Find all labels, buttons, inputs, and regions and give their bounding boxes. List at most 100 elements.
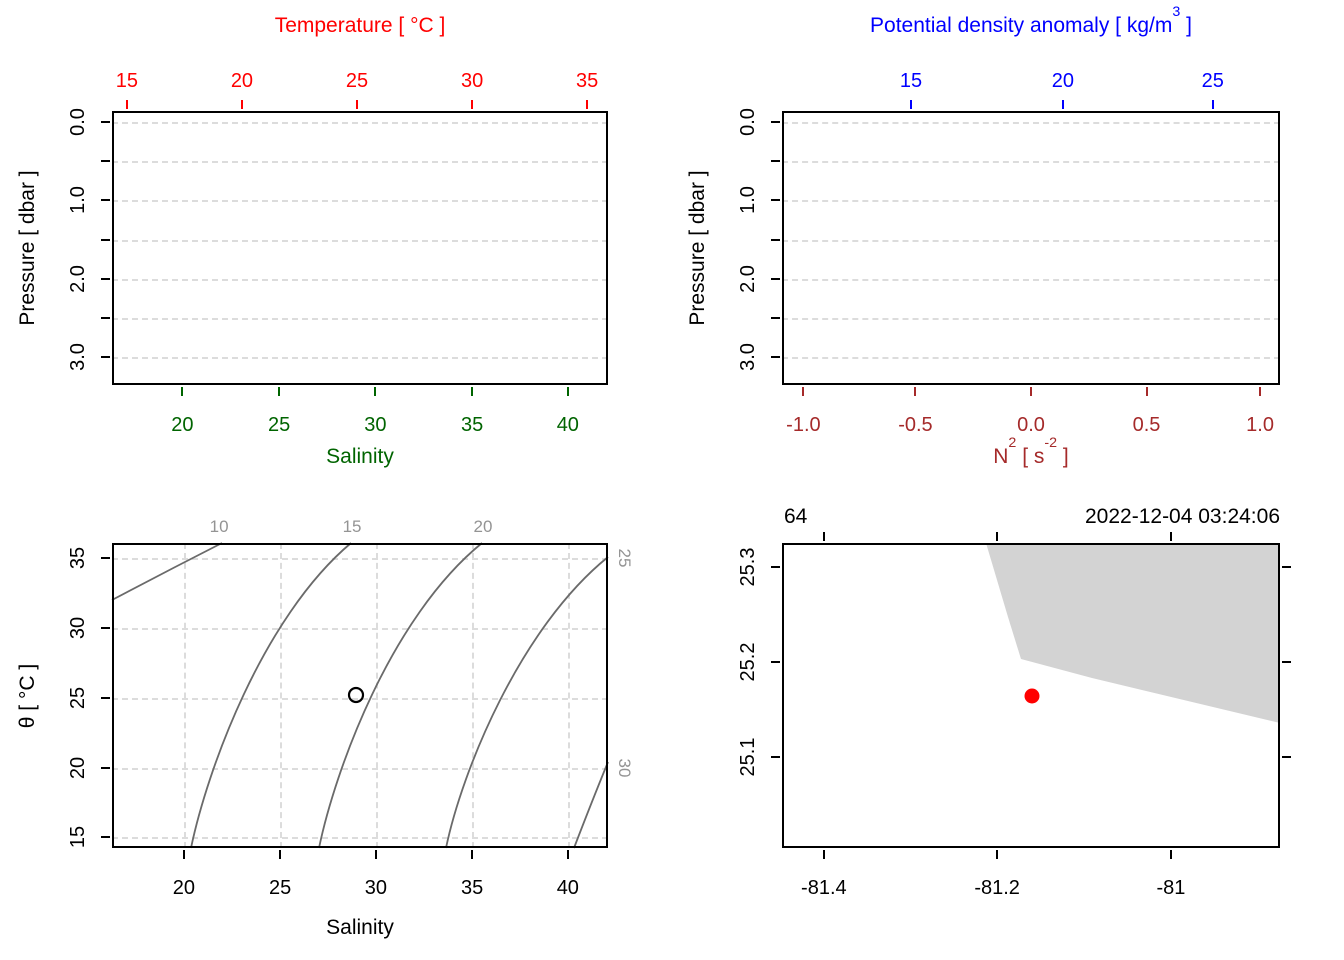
gridline <box>782 160 1280 163</box>
tick-mark <box>771 316 780 319</box>
isopycnal-contour-20 <box>318 542 483 849</box>
tick-mark <box>101 159 110 162</box>
tick-label: -81 <box>1156 877 1186 899</box>
tick-label: 15 <box>899 70 923 92</box>
map-timestamp-title: 2022-12-04 03:24:06 <box>1085 505 1280 528</box>
gridline <box>112 200 608 203</box>
isopycnal-contour-15 <box>190 542 352 849</box>
isopycnal-label-10: 10 <box>209 517 229 536</box>
tick-mark <box>101 836 110 839</box>
tick-label: 25 <box>1201 70 1224 92</box>
tick-mark <box>182 850 185 859</box>
temperature-axis-title: Temperature [ °C ] <box>274 14 446 37</box>
tick-label: 15 <box>115 70 138 92</box>
tick-mark <box>1282 756 1291 759</box>
n2-title-superscript2: -2 <box>1044 435 1058 452</box>
gridline <box>112 121 608 124</box>
tick-mark <box>771 660 780 663</box>
tick-label: 3.0 <box>67 343 89 371</box>
tick-label: 1.0 <box>1246 414 1274 436</box>
tick-mark <box>914 387 917 396</box>
isopycnal-contour-25 <box>445 556 609 849</box>
tick-label: 40 <box>556 877 579 899</box>
panel-station-map: 64 2022-12-04 03:24:06 -81.4 -81.2 -81 25.3… <box>737 506 1291 899</box>
n2-title-suffix: ] <box>1057 445 1069 468</box>
gridline <box>183 543 186 848</box>
tick-label: -0.5 <box>898 414 933 436</box>
tick-mark <box>1061 100 1064 109</box>
salinity-axis-title: Salinity <box>326 916 394 939</box>
tick-label: 1.0 <box>737 186 759 214</box>
tick-mark <box>822 532 825 541</box>
gridline <box>112 768 608 771</box>
gridline <box>782 357 1280 360</box>
gridline <box>112 317 608 320</box>
salinity-axis-title: Salinity <box>326 445 394 468</box>
tick-label: -1.0 <box>786 414 821 436</box>
plot-frame <box>112 543 608 848</box>
tick-mark <box>181 387 184 396</box>
gridline <box>782 278 1280 281</box>
tick-mark <box>471 850 474 859</box>
tick-mark <box>279 850 282 859</box>
tick-mark <box>586 100 589 109</box>
gridline <box>112 240 608 243</box>
tick-label: 15 <box>67 825 89 849</box>
tick-label: 30 <box>364 877 387 899</box>
tick-mark <box>566 387 569 396</box>
tick-mark <box>566 850 569 859</box>
tick-mark <box>1259 387 1262 396</box>
tick-label: 20 <box>1051 70 1074 92</box>
tick-mark <box>101 316 110 319</box>
density-title-text: Potential density anomaly [ kg/m <box>870 14 1173 37</box>
tick-label: 35 <box>576 70 599 92</box>
tick-label: 30 <box>364 414 387 436</box>
tick-label: 30 <box>460 70 484 92</box>
tick-mark <box>101 356 110 359</box>
tick-mark <box>1211 100 1214 109</box>
isopycnal-label-30: 30 <box>615 758 634 778</box>
tick-mark <box>909 100 912 109</box>
tick-mark <box>996 850 999 859</box>
tick-mark <box>771 159 780 162</box>
density-axis-title: Potential density anomaly [ kg/m3 ] <box>782 5 1280 38</box>
tick-mark <box>471 387 474 396</box>
gridline <box>782 240 1280 243</box>
land-polygon <box>986 543 1280 723</box>
ts-overlay <box>111 542 609 849</box>
n2-title-text: N <box>993 445 1009 468</box>
tick-label: 25.3 <box>737 547 759 587</box>
gridline <box>112 357 608 360</box>
n2-axis-title: N2 [ s-2 ] <box>782 436 1280 469</box>
ts-sample-point <box>347 686 365 704</box>
isopycnal-label-20: 20 <box>473 517 493 536</box>
tick-label: 0.0 <box>67 108 89 136</box>
tick-label: 25 <box>345 70 369 92</box>
tick-mark <box>771 566 780 569</box>
tick-label: 25 <box>67 686 89 710</box>
tick-label: 35 <box>460 414 484 436</box>
pressure-axis-title: Pressure [ dbar ] <box>16 170 39 326</box>
tick-mark <box>374 387 377 396</box>
tick-mark <box>471 100 474 109</box>
tick-label: 20 <box>172 877 196 899</box>
tick-mark <box>1145 387 1148 396</box>
tick-label: 0.0 <box>1017 414 1045 436</box>
gridline <box>782 121 1280 124</box>
tick-label: 0.0 <box>737 108 759 136</box>
tick-mark <box>1282 660 1291 663</box>
pressure-axis-title: Pressure [ dbar ] <box>686 170 709 326</box>
gridline <box>112 628 608 631</box>
map-overlay <box>986 543 1280 723</box>
panel-profile-temperature-salinity: Temperature [ °C ] Salinity Pressure [ d… <box>16 14 608 468</box>
tick-label: -81.4 <box>801 877 847 899</box>
theta-axis-title: θ [ °C ] <box>16 663 39 728</box>
tick-mark <box>240 100 243 109</box>
gridline <box>782 317 1280 320</box>
n2-title-text2: [ s <box>1016 445 1045 468</box>
isopycnal-label-15: 15 <box>342 517 362 536</box>
isopycnal-contour-30 <box>573 761 609 849</box>
tick-label: 3.0 <box>737 343 759 371</box>
tick-mark <box>771 199 780 202</box>
n2-title-superscript: 2 <box>1008 435 1017 452</box>
